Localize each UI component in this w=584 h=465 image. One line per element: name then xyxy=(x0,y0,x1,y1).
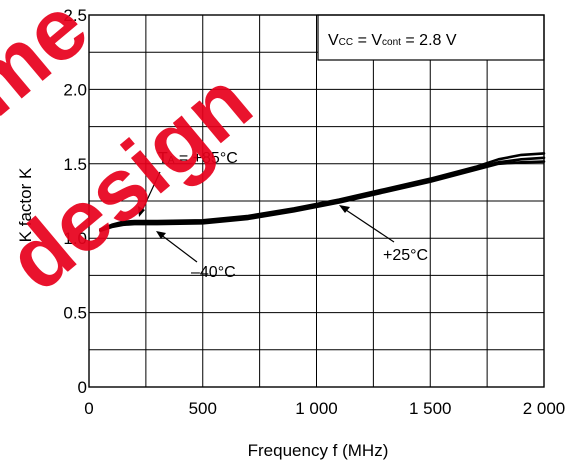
y-tick-label: 2.5 xyxy=(63,6,87,25)
series-label-25c: +25°C xyxy=(383,247,428,264)
axes: 0 500 1 000 1 500 2 000 0 0.5 1.0 1.5 2.0 2.5 xyxy=(63,6,565,418)
plot-frame xyxy=(88,14,545,388)
arrow-85c-head xyxy=(138,206,145,217)
conditions-label: VCC = Vcont = 2.8 V xyxy=(328,32,457,49)
y-tick-label: 2.0 xyxy=(63,80,87,99)
annotation-85c: TA = +85°C xyxy=(138,150,238,217)
arrow-85c-line xyxy=(140,171,161,214)
series-label-minus40c: –40°C xyxy=(191,264,236,281)
conditions-value: = 2.8 V xyxy=(401,32,457,49)
arrow-minus40c-line xyxy=(159,233,198,263)
series-label-85c: TA = +85°C xyxy=(158,150,238,167)
series-group xyxy=(99,152,546,233)
vcc-subscript: CC xyxy=(339,37,353,48)
x-tick-label: 1 000 xyxy=(295,399,338,418)
conditions-box: VCC = Vcont = 2.8 V xyxy=(317,14,545,61)
y-tick-label: 0.5 xyxy=(63,304,87,323)
annotation-25c: +25°C xyxy=(339,205,428,264)
ta-subscript: A xyxy=(168,155,175,166)
x-axis-title: Frequency f (MHz) xyxy=(248,441,389,460)
y-axis-title: K factor K xyxy=(16,167,35,242)
vcont-text: = V xyxy=(353,32,382,49)
series-line-0 xyxy=(99,152,546,231)
x-tick-label: 500 xyxy=(189,399,217,418)
watermark-line1: me xyxy=(0,0,106,135)
x-tick-label: 0 xyxy=(84,399,93,418)
arrow-minus40c-head xyxy=(156,231,166,239)
arrow-25c-line xyxy=(342,207,395,243)
vcont-subscript: cont xyxy=(382,37,401,48)
ta-value: = +85°C xyxy=(174,150,237,167)
arrow-25c-head xyxy=(339,205,350,213)
x-tick-label: 2 000 xyxy=(523,399,566,418)
series-line-1 xyxy=(99,156,546,232)
ta-text: T xyxy=(158,150,168,167)
y-tick-label: 0 xyxy=(78,378,87,397)
x-tick-label: 1 500 xyxy=(409,399,452,418)
series-line-2 xyxy=(99,160,546,233)
annotation-minus40c: –40°C xyxy=(156,231,236,281)
vcc-text: V xyxy=(328,32,339,49)
y-tick-label: 1.5 xyxy=(63,155,87,174)
y-tick-label: 1.0 xyxy=(63,229,87,248)
